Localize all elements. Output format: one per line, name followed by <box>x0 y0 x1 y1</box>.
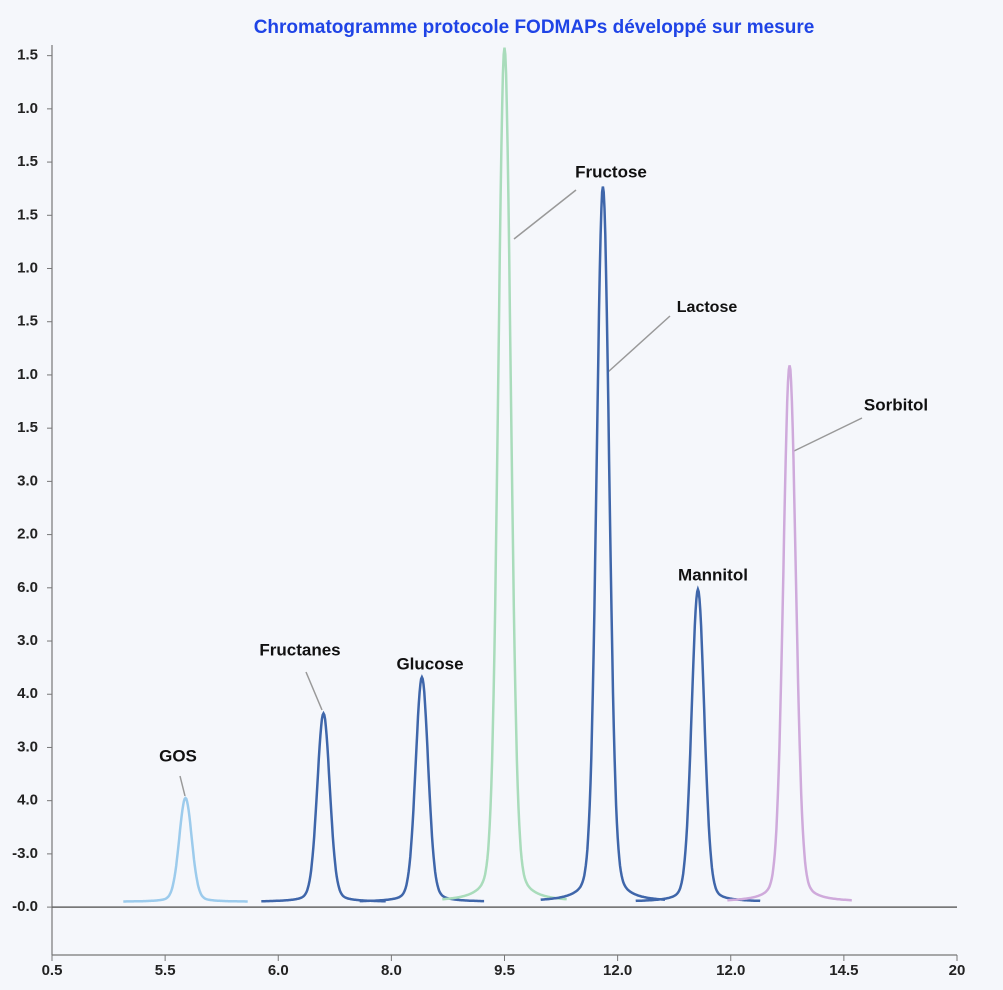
x-tick-label: 0.5 <box>42 962 63 979</box>
peak <box>727 365 852 902</box>
y-tick-label: 1.5 <box>17 47 38 64</box>
x-tick-label: 8.0 <box>381 962 402 979</box>
y-tick-label: 3.0 <box>17 738 38 755</box>
peak-label: Mannitol <box>678 565 748 584</box>
peak-label: GOS <box>159 746 197 765</box>
peak <box>442 47 567 901</box>
x-tick-label: 20 <box>949 962 966 979</box>
y-tick-label: 1.0 <box>17 366 38 383</box>
chart-title: Chromatogramme protocole FODMAPs dévelop… <box>254 17 815 38</box>
y-tick-label: 1.0 <box>17 259 38 276</box>
y-tick-label: 4.0 <box>17 685 38 702</box>
peak-label: Lactose <box>677 299 738 316</box>
peak-label: Fructanes <box>259 640 340 659</box>
leader-line <box>513 189 577 240</box>
leader-line <box>607 315 671 373</box>
x-tick-label: 12.0 <box>603 962 632 979</box>
x-tick-label: 9.5 <box>494 962 515 979</box>
peak-label: Sorbitol <box>864 395 928 414</box>
peak <box>359 674 485 903</box>
x-tick-label: 6.0 <box>268 962 289 979</box>
y-tick-label: 1.5 <box>17 419 38 436</box>
y-tick-label: -3.0 <box>12 845 38 862</box>
y-tick-label: 1.5 <box>17 313 38 330</box>
y-tick-label: 6.0 <box>17 579 38 596</box>
leader-line <box>179 775 186 797</box>
y-tick-label: 3.0 <box>17 632 38 649</box>
peak-label: Fructose <box>575 162 647 181</box>
y-tick-label: 1.5 <box>17 153 38 170</box>
leader-line <box>305 671 323 711</box>
y-tick-label: 2.0 <box>17 526 38 543</box>
x-tick-label: 12.0 <box>716 962 745 979</box>
y-tick-label: 3.0 <box>17 472 38 489</box>
y-tick-label: 1.5 <box>17 206 38 223</box>
peak <box>540 186 666 901</box>
peak <box>123 796 248 903</box>
y-tick-label: -0.0 <box>12 898 38 915</box>
x-tick-label: 14.5 <box>829 962 858 979</box>
x-tick-label: 5.5 <box>155 962 176 979</box>
y-tick-label: 1.0 <box>17 100 38 117</box>
peak-label: Glucose <box>396 654 463 673</box>
y-tick-label: 4.0 <box>17 792 38 809</box>
leader-line <box>793 417 863 452</box>
